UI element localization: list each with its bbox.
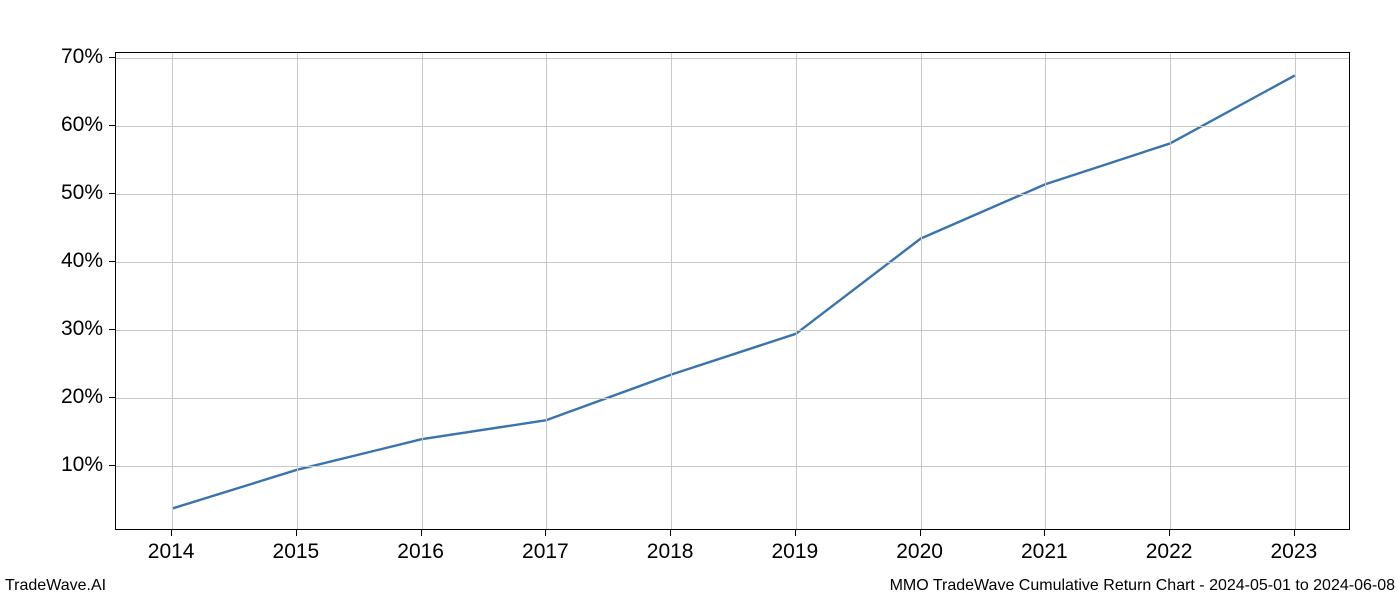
grid-line-horizontal: [116, 126, 1349, 127]
y-tick-mark: [109, 329, 115, 330]
grid-line-horizontal: [116, 330, 1349, 331]
x-tick-label: 2022: [1146, 540, 1193, 564]
x-tick-mark: [1294, 530, 1295, 536]
x-tick-label: 2015: [273, 540, 320, 564]
x-tick-mark: [1044, 530, 1045, 536]
y-tick-mark: [109, 397, 115, 398]
y-tick-label: 10%: [0, 453, 103, 477]
y-tick-label: 20%: [0, 385, 103, 409]
x-tick-label: 2018: [647, 540, 694, 564]
y-tick-mark: [109, 125, 115, 126]
x-tick-label: 2014: [148, 540, 195, 564]
grid-line-horizontal: [116, 466, 1349, 467]
plot-area: [115, 52, 1350, 530]
x-tick-label: 2019: [772, 540, 819, 564]
grid-line-horizontal: [116, 194, 1349, 195]
x-tick-mark: [795, 530, 796, 536]
line-series-svg: [116, 53, 1351, 531]
y-tick-label: 60%: [0, 113, 103, 137]
grid-line-vertical: [921, 53, 922, 529]
footer-right-label: MMO TradeWave Cumulative Return Chart - …: [890, 577, 1395, 595]
y-tick-mark: [109, 465, 115, 466]
y-tick-mark: [109, 57, 115, 58]
series-cumulative-return: [172, 75, 1295, 508]
grid-line-vertical: [422, 53, 423, 529]
x-tick-mark: [421, 530, 422, 536]
y-tick-mark: [109, 261, 115, 262]
grid-line-vertical: [671, 53, 672, 529]
y-tick-label: 40%: [0, 249, 103, 273]
grid-line-horizontal: [116, 398, 1349, 399]
grid-line-horizontal: [116, 262, 1349, 263]
chart-container: 10% 20% 30% 40% 50% 60% 70% 2014 2015 2016 2017 201…: [0, 0, 1400, 600]
grid-line-vertical: [546, 53, 547, 529]
x-tick-label: 2016: [397, 540, 444, 564]
y-tick-label: 50%: [0, 181, 103, 205]
x-tick-mark: [545, 530, 546, 536]
x-tick-label: 2023: [1271, 540, 1318, 564]
y-tick-mark: [109, 193, 115, 194]
footer-left-label: TradeWave.AI: [5, 577, 106, 595]
grid-line-vertical: [1170, 53, 1171, 529]
x-tick-mark: [670, 530, 671, 536]
x-tick-label: 2021: [1021, 540, 1068, 564]
x-tick-label: 2017: [522, 540, 569, 564]
y-tick-label: 30%: [0, 317, 103, 341]
grid-line-vertical: [1045, 53, 1046, 529]
y-tick-label: 70%: [0, 45, 103, 69]
x-tick-mark: [1169, 530, 1170, 536]
grid-line-vertical: [297, 53, 298, 529]
x-tick-mark: [296, 530, 297, 536]
x-tick-mark: [920, 530, 921, 536]
grid-line-horizontal: [116, 58, 1349, 59]
grid-line-vertical: [1295, 53, 1296, 529]
grid-line-vertical: [796, 53, 797, 529]
x-tick-label: 2020: [896, 540, 943, 564]
x-tick-mark: [171, 530, 172, 536]
grid-line-vertical: [172, 53, 173, 529]
